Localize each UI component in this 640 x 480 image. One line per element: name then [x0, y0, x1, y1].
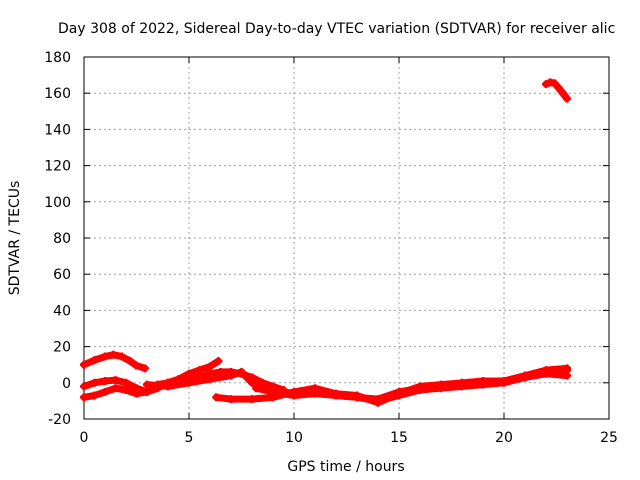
data-point-marker — [437, 382, 445, 391]
data-point-marker — [206, 362, 214, 371]
grid — [84, 57, 609, 419]
data-point-marker — [353, 393, 361, 402]
y-tick-label: 0 — [62, 376, 71, 392]
data-point-marker — [542, 366, 550, 375]
data-point-marker — [290, 391, 298, 400]
y-tick-label: 40 — [53, 303, 71, 319]
data-point-marker — [143, 380, 151, 389]
data-point-marker — [109, 350, 118, 359]
data-point-marker — [332, 391, 340, 400]
axis-ticks: 0 5 10 15 20 25 -20 0 20 40 60 80 100 120 140 160 180 — [44, 50, 618, 446]
data-point-marker — [563, 371, 571, 380]
y-tick-label: 120 — [44, 159, 71, 175]
data-point-marker — [542, 80, 550, 89]
data-point-marker — [212, 393, 221, 402]
x-axis-title: GPS time / hours — [287, 459, 404, 475]
y-tick-label: 160 — [44, 86, 71, 102]
data-point-marker — [554, 83, 563, 92]
data-point-marker — [80, 360, 88, 369]
data-point-marker — [227, 371, 235, 380]
x-tick-label: 25 — [600, 430, 618, 446]
x-tick-label: 10 — [285, 430, 303, 446]
series-line-trace-6 — [252, 364, 571, 403]
data-point-marker — [90, 391, 99, 400]
x-tick-label: 20 — [495, 430, 513, 446]
data-point-marker — [132, 389, 141, 398]
data-point-marker — [252, 384, 261, 393]
data-point-marker — [227, 395, 235, 404]
data-point-marker — [90, 356, 99, 365]
data-point-marker — [111, 376, 120, 385]
data-point-marker — [122, 378, 130, 387]
data-point-marker — [311, 389, 319, 398]
data-point-marker — [550, 79, 559, 88]
data-point-marker — [111, 384, 120, 393]
y-tick-label: 60 — [53, 267, 71, 283]
data-point-marker — [521, 371, 529, 380]
data-point-marker — [143, 387, 151, 396]
y-tick-label: 180 — [44, 50, 71, 66]
data-point-marker — [214, 357, 223, 366]
data-point-marker — [206, 375, 214, 384]
y-tick-label: 140 — [44, 122, 71, 138]
data-point-marker — [563, 364, 571, 373]
data-point-marker — [248, 395, 256, 404]
data-point-marker — [479, 378, 487, 387]
data-point-marker — [80, 382, 88, 391]
data-point-marker — [563, 94, 571, 103]
data-point-marker — [80, 393, 88, 402]
y-tick-label: 80 — [53, 231, 71, 247]
data-point-marker — [195, 366, 204, 375]
data-point-marker — [101, 352, 109, 361]
data-point-marker — [132, 361, 141, 370]
y-tick-label: -20 — [48, 412, 71, 428]
data-point-marker — [416, 384, 424, 393]
data-point-marker — [374, 395, 382, 404]
y-axis-title: SDTVAR / TECUs — [7, 181, 23, 296]
data-point-marker — [90, 378, 99, 387]
data-point-marker — [101, 376, 109, 385]
x-tick-label: 5 — [185, 430, 194, 446]
data-point-marker — [126, 357, 135, 366]
data-point-marker — [122, 386, 130, 395]
data-point-marker — [269, 387, 277, 396]
x-tick-label: 15 — [390, 430, 408, 446]
data-point-marker — [248, 378, 256, 387]
data-point-marker — [164, 382, 172, 391]
data-point-marker — [395, 387, 403, 396]
y-tick-label: 20 — [53, 340, 71, 356]
series-group — [80, 78, 571, 407]
y-tick-label: 100 — [44, 195, 71, 211]
data-point-marker — [237, 367, 246, 376]
data-point-marker — [185, 378, 193, 387]
data-point-marker — [117, 352, 126, 361]
data-point-marker — [140, 364, 149, 373]
data-point-marker — [500, 376, 508, 385]
data-point-marker — [558, 89, 567, 98]
data-point-marker — [101, 387, 109, 396]
x-tick-label: 0 — [80, 430, 89, 446]
data-point-marker — [458, 380, 466, 389]
chart-title: Day 308 of 2022, Sidereal Day-to-day VTE… — [58, 21, 615, 37]
data-point-marker — [185, 369, 193, 378]
